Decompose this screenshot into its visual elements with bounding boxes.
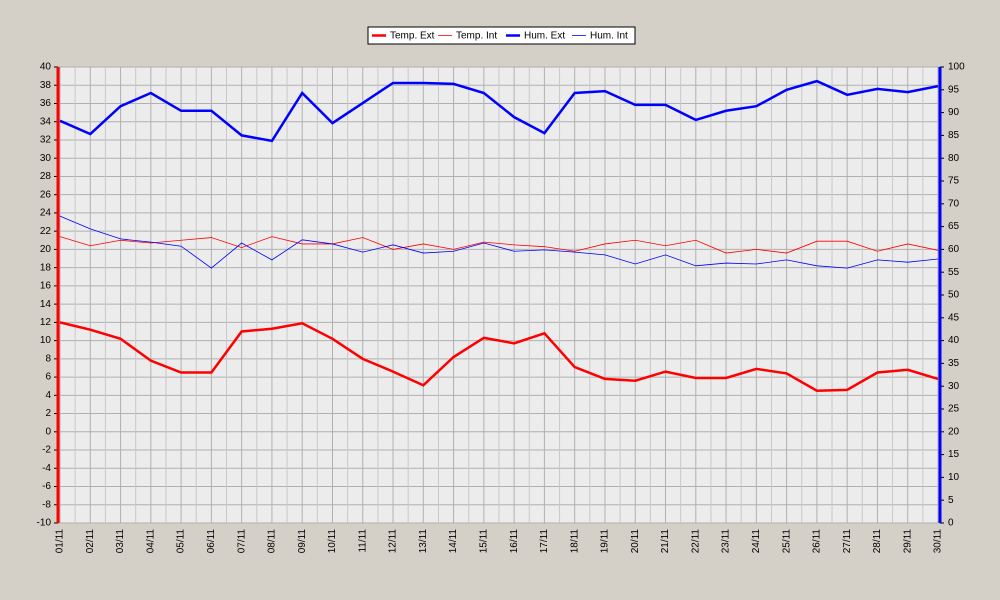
y-tick-label: 14 bbox=[40, 299, 52, 310]
y-tick-label: -10 bbox=[37, 518, 52, 529]
y2-tick-label: 80 bbox=[948, 153, 960, 164]
y-tick-label: 30 bbox=[40, 153, 52, 164]
x-tick-label: 07/11 bbox=[236, 529, 247, 554]
y-tick-label: -4 bbox=[42, 463, 51, 474]
y-tick-label: 8 bbox=[45, 353, 51, 364]
x-tick-label: 14/11 bbox=[448, 529, 459, 554]
x-tick-label: 10/11 bbox=[327, 529, 338, 554]
y-tick-label: 10 bbox=[40, 335, 52, 346]
y-tick-label: 4 bbox=[45, 390, 51, 401]
y-tick-label: 22 bbox=[40, 226, 52, 237]
legend-label: Temp. Ext bbox=[390, 31, 435, 42]
y2-tick-label: 5 bbox=[948, 495, 954, 506]
x-tick-label: 27/11 bbox=[842, 529, 853, 554]
y-tick-label: 34 bbox=[40, 116, 52, 127]
y2-tick-label: 90 bbox=[948, 107, 960, 118]
y2-tick-label: 65 bbox=[948, 221, 960, 232]
x-tick-label: 21/11 bbox=[660, 529, 671, 554]
y2-tick-label: 40 bbox=[948, 335, 960, 346]
x-tick-label: 05/11 bbox=[176, 529, 187, 554]
y-tick-label: 38 bbox=[40, 80, 52, 91]
y2-tick-label: 10 bbox=[948, 472, 960, 483]
legend-label: Hum. Int bbox=[590, 31, 628, 42]
y-tick-label: 20 bbox=[40, 244, 52, 255]
x-tick-label: 24/11 bbox=[751, 529, 762, 554]
x-tick-label: 15/11 bbox=[479, 529, 490, 554]
y-tick-label: 26 bbox=[40, 189, 52, 200]
x-tick-label: 30/11 bbox=[933, 529, 944, 554]
y-tick-label: -2 bbox=[42, 445, 51, 456]
y2-tick-label: 0 bbox=[948, 518, 954, 529]
y-tick-label: 18 bbox=[40, 262, 52, 273]
x-tick-label: 09/11 bbox=[297, 529, 308, 554]
x-tick-label: 06/11 bbox=[206, 529, 217, 554]
legend-label: Hum. Ext bbox=[524, 31, 565, 42]
y2-tick-label: 45 bbox=[948, 312, 960, 323]
legend bbox=[367, 26, 636, 45]
x-tick-label: 29/11 bbox=[902, 529, 913, 554]
y-tick-label: 32 bbox=[40, 135, 52, 146]
y2-tick-label: 85 bbox=[948, 130, 960, 141]
y-tick-label: 28 bbox=[40, 171, 52, 182]
legend-label: Temp. Int bbox=[456, 31, 497, 42]
series-line bbox=[59, 79, 939, 143]
y2-tick-label: 20 bbox=[948, 426, 960, 437]
x-tick-label: 17/11 bbox=[539, 529, 550, 554]
y2-tick-label: 30 bbox=[948, 381, 960, 392]
y-tick-label: 16 bbox=[40, 281, 52, 292]
y-tick-label: 2 bbox=[45, 408, 51, 419]
x-tick-label: 01/11 bbox=[55, 529, 66, 554]
y-tick-label: 24 bbox=[40, 208, 52, 219]
y-tick-label: -8 bbox=[42, 499, 51, 510]
x-tick-label: 23/11 bbox=[721, 529, 732, 554]
y-tick-label: 40 bbox=[40, 62, 52, 73]
y2-tick-label: 55 bbox=[948, 267, 960, 278]
y2-tick-label: 100 bbox=[948, 62, 965, 73]
y-tick-label: 12 bbox=[40, 317, 52, 328]
y2-tick-label: 60 bbox=[948, 244, 960, 255]
x-tick-label: 22/11 bbox=[690, 529, 701, 554]
y2-tick-label: 50 bbox=[948, 290, 960, 301]
y2-tick-label: 35 bbox=[948, 358, 960, 369]
series-line bbox=[59, 236, 939, 254]
y-tick-label: 6 bbox=[45, 372, 51, 383]
y-tick-label: 0 bbox=[45, 426, 51, 437]
y2-tick-label: 95 bbox=[948, 84, 960, 95]
x-tick-label: 08/11 bbox=[267, 529, 278, 554]
x-tick-label: 12/11 bbox=[388, 529, 399, 554]
y-tick-label: -6 bbox=[42, 481, 51, 492]
x-tick-label: 25/11 bbox=[781, 529, 792, 554]
y2-tick-label: 70 bbox=[948, 198, 960, 209]
series-line bbox=[59, 321, 939, 393]
y2-tick-label: 15 bbox=[948, 449, 960, 460]
y2-tick-label: 75 bbox=[948, 176, 960, 187]
y2-tick-label: 25 bbox=[948, 404, 960, 415]
x-tick-label: 28/11 bbox=[872, 529, 883, 554]
x-tick-label: 13/11 bbox=[418, 529, 429, 554]
x-tick-label: 02/11 bbox=[85, 529, 96, 554]
x-tick-label: 20/11 bbox=[630, 529, 641, 554]
x-tick-label: 16/11 bbox=[509, 529, 520, 554]
x-tick-label: 03/11 bbox=[115, 529, 126, 554]
x-tick-label: 11/11 bbox=[357, 529, 368, 553]
y-tick-label: 36 bbox=[40, 98, 52, 109]
x-tick-label: 04/11 bbox=[145, 529, 156, 554]
x-tick-label: 18/11 bbox=[569, 529, 580, 554]
x-tick-label: 26/11 bbox=[812, 529, 823, 554]
x-tick-label: 19/11 bbox=[600, 529, 611, 554]
series-line bbox=[59, 215, 939, 269]
